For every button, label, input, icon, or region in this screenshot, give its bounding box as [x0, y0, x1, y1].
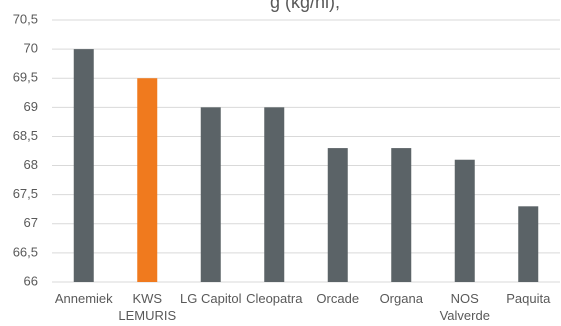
- x-tick-label: KWS LEMURIS: [118, 291, 176, 323]
- x-tick-label: Paquita: [506, 291, 551, 306]
- bar: [518, 206, 539, 282]
- y-tick-label: 68,5: [13, 128, 38, 143]
- x-tick-label: LG Capitol: [180, 291, 242, 306]
- y-tick-label: 69,5: [13, 70, 38, 85]
- y-tick-label: 70,5: [13, 11, 38, 26]
- bar: [137, 78, 158, 282]
- bar: [264, 107, 285, 282]
- bar: [200, 107, 221, 282]
- y-tick-label: 67,5: [13, 186, 38, 201]
- bar: [391, 148, 412, 282]
- y-tick-label: 69: [24, 99, 38, 114]
- y-tick-label: 66: [24, 273, 38, 288]
- x-tick-label: NOS Valverde: [440, 291, 490, 323]
- bar: [454, 159, 475, 282]
- y-tick-label: 67: [24, 215, 38, 230]
- bar: [327, 148, 348, 282]
- x-tick-label: Orcade: [316, 291, 359, 306]
- x-tick-label: Organa: [380, 291, 424, 306]
- x-tick-label: Cleopatra: [246, 291, 303, 306]
- x-tick-label: Annemiek: [55, 291, 113, 306]
- y-tick-label: 68: [24, 157, 38, 172]
- y-tick-label: 66,5: [13, 244, 38, 259]
- y-tick-label: 70: [24, 41, 38, 56]
- bar: [73, 49, 94, 282]
- chart-title: g (kg/hl),: [270, 0, 340, 12]
